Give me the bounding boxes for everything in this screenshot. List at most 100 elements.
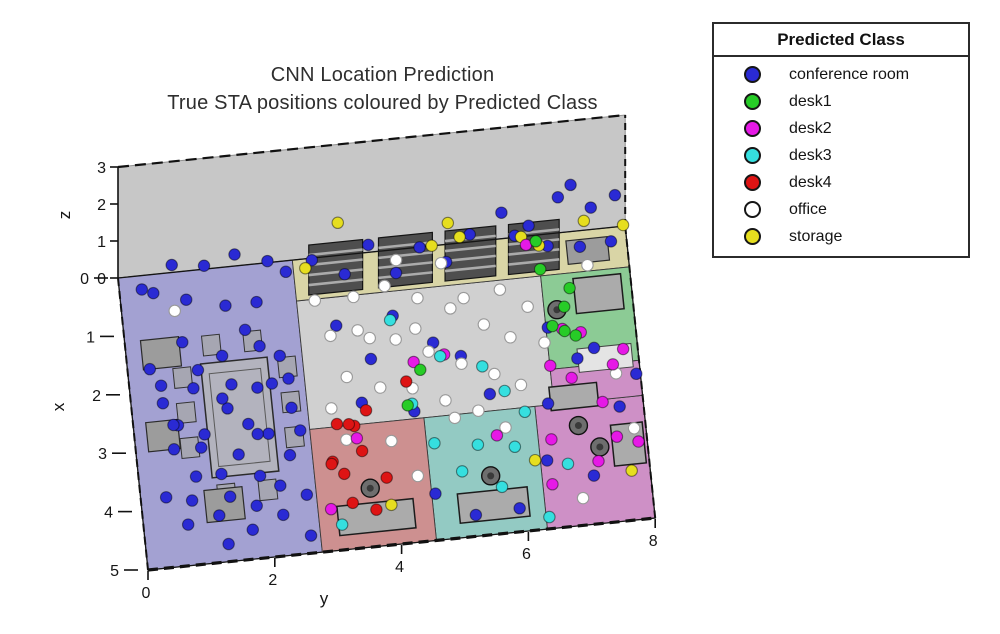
data-point-office: [340, 433, 353, 446]
data-point-desk2: [616, 342, 630, 356]
data-point-conference-room: [167, 443, 181, 456]
data-point-conference-room: [253, 339, 266, 353]
data-point-desk4: [399, 375, 413, 388]
chart-title-line1: CNN Location Prediction: [270, 64, 495, 86]
data-point-desk1: [401, 399, 414, 412]
data-point-office: [308, 294, 322, 307]
data-point-conference-room: [215, 467, 228, 481]
data-point-office: [389, 253, 403, 267]
data-point-desk2: [407, 355, 420, 369]
data-point-conference-room: [159, 491, 173, 504]
data-point-office: [488, 367, 501, 381]
data-point-conference-room: [541, 397, 555, 410]
data-point-conference-room: [250, 499, 263, 512]
data-point-office: [576, 491, 590, 505]
data-point-conference-room: [551, 191, 565, 204]
data-point-conference-room: [495, 206, 508, 219]
data-point-conference-room: [293, 424, 307, 437]
data-point-storage: [453, 230, 466, 244]
y-tick-label: 8: [649, 533, 658, 550]
data-point-conference-room: [242, 417, 255, 431]
data-point-conference-room: [364, 352, 378, 366]
data-point-storage: [331, 216, 345, 230]
data-point-conference-room: [232, 448, 245, 461]
data-point-conference-room: [187, 382, 200, 395]
data-point-conference-room: [262, 427, 275, 440]
legend-swatch-icon: [744, 147, 761, 164]
data-point-desk2: [350, 432, 364, 445]
data-point-desk2: [565, 371, 578, 385]
data-point-storage: [528, 453, 542, 467]
data-point-conference-room: [273, 349, 287, 363]
data-point-conference-room: [587, 341, 601, 355]
data-point-desk2: [546, 478, 559, 491]
data-point-office: [385, 434, 398, 448]
data-point-desk1: [414, 363, 427, 377]
legend-item: desk1: [714, 88, 968, 115]
data-point-conference-room: [213, 509, 226, 522]
data-point-desk4: [342, 417, 356, 431]
data-point-conference-room: [604, 235, 618, 248]
data-point-conference-room: [463, 228, 476, 241]
data-point-conference-room: [265, 377, 279, 390]
x-axis-label: x: [49, 402, 68, 411]
chair: [179, 436, 201, 460]
chart-title: CNN Location Prediction True STA positio…: [60, 61, 705, 117]
chair: [257, 478, 279, 502]
x-tick-label: 0: [80, 271, 89, 288]
front-edge: [147, 516, 656, 572]
data-point-conference-room: [147, 286, 160, 300]
data-point-desk3: [455, 465, 469, 478]
data-point-office: [363, 331, 376, 345]
data-point-conference-room: [429, 487, 442, 500]
legend-item: conference room: [714, 61, 968, 88]
data-point-desk1: [569, 329, 583, 342]
x-tick-label: 1: [86, 329, 95, 346]
data-point-office: [325, 402, 338, 415]
legend-item: office: [714, 196, 968, 223]
data-point-office: [324, 329, 337, 343]
data-point-conference-room: [483, 387, 497, 401]
data-point-desk3: [508, 440, 522, 454]
data-point-conference-room: [167, 418, 180, 432]
data-point-office: [351, 324, 364, 337]
data-point-desk3: [471, 438, 485, 451]
data-point-desk3: [561, 457, 575, 471]
data-point-office: [434, 256, 448, 270]
office-chair-seat: [596, 443, 604, 451]
data-point-office: [457, 291, 470, 305]
legend-item-label: desk3: [789, 146, 832, 164]
data-point-office: [521, 300, 534, 313]
data-point-conference-room: [389, 266, 403, 280]
x-tick-label: 3: [98, 446, 107, 463]
data-point-conference-room: [329, 319, 343, 332]
data-point-conference-room: [228, 248, 241, 261]
legend-item-label: conference room: [789, 65, 910, 83]
data-point-conference-room: [251, 427, 264, 441]
data-point-conference-room: [216, 392, 229, 405]
data-point-conference-room: [300, 488, 314, 501]
legend-items: conference room desk1 desk2 desk3 desk4 offic…: [714, 57, 968, 256]
data-point-conference-room: [540, 454, 554, 467]
data-point-desk3: [543, 510, 556, 524]
data-point-conference-room: [571, 352, 584, 365]
desk: [548, 381, 600, 412]
data-point-conference-room: [304, 529, 318, 542]
data-point-desk4: [359, 404, 373, 417]
data-point-conference-room: [362, 238, 375, 252]
legend-item-label: desk1: [789, 92, 832, 110]
data-point-conference-room: [413, 241, 426, 254]
data-point-storage: [425, 239, 438, 253]
data-point-desk3: [476, 360, 489, 373]
legend-item: storage: [714, 223, 968, 250]
legend-swatch-icon: [744, 174, 761, 191]
legend: Predicted Class conference room desk1 desk…: [712, 22, 970, 258]
data-point-desk2: [606, 358, 620, 371]
data-point-office: [411, 291, 424, 305]
data-point-desk4: [325, 457, 338, 471]
rack-shelf: [308, 268, 363, 277]
data-point-conference-room: [283, 448, 297, 462]
data-point-conference-room: [179, 293, 193, 306]
data-point-office: [422, 345, 435, 358]
